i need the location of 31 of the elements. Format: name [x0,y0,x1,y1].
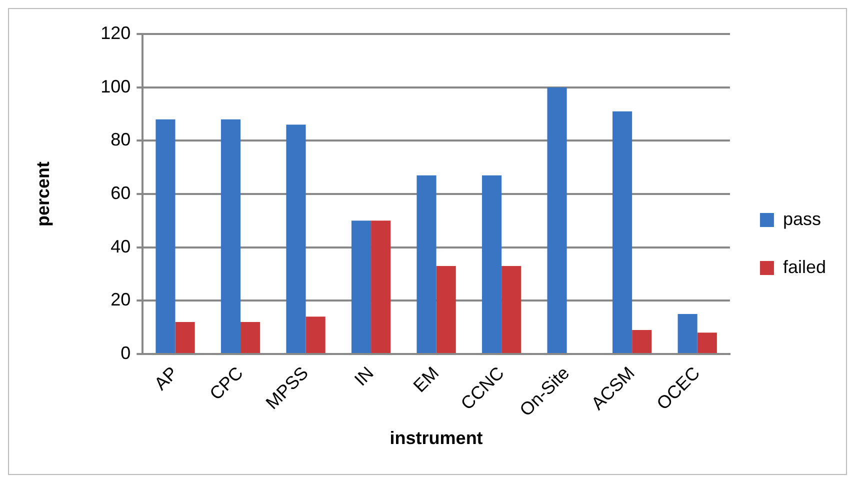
bar [371,220,391,353]
bar [240,322,260,353]
bar [697,332,717,353]
y-tick-label: 80 [110,130,131,150]
bar [306,316,326,353]
y-tick-label: 100 [100,76,131,96]
legend-label: failed [782,256,826,277]
bar [632,330,652,353]
y-tick-label: 0 [120,342,131,363]
bar [502,266,522,353]
bar [482,175,502,353]
bar [175,322,195,353]
y-tick-label: 40 [110,236,131,256]
y-tick-label: 120 [100,22,131,43]
x-tick-label: AP [150,362,182,394]
x-tick-label: EM [409,362,443,396]
y-axis-title: percent [32,161,53,227]
y-tick-label: 60 [110,182,131,203]
bar [547,87,567,353]
bar [612,111,632,353]
bar [220,119,241,353]
legend-label: pass [782,208,821,229]
x-axis-title: instrument [390,428,483,448]
bar [156,119,176,353]
y-tick-label: 20 [110,290,131,310]
bar [416,175,436,353]
bar [436,266,456,353]
bar [286,124,306,353]
x-tick-label: IN [350,362,378,390]
bar [351,220,372,353]
bar [678,314,698,353]
